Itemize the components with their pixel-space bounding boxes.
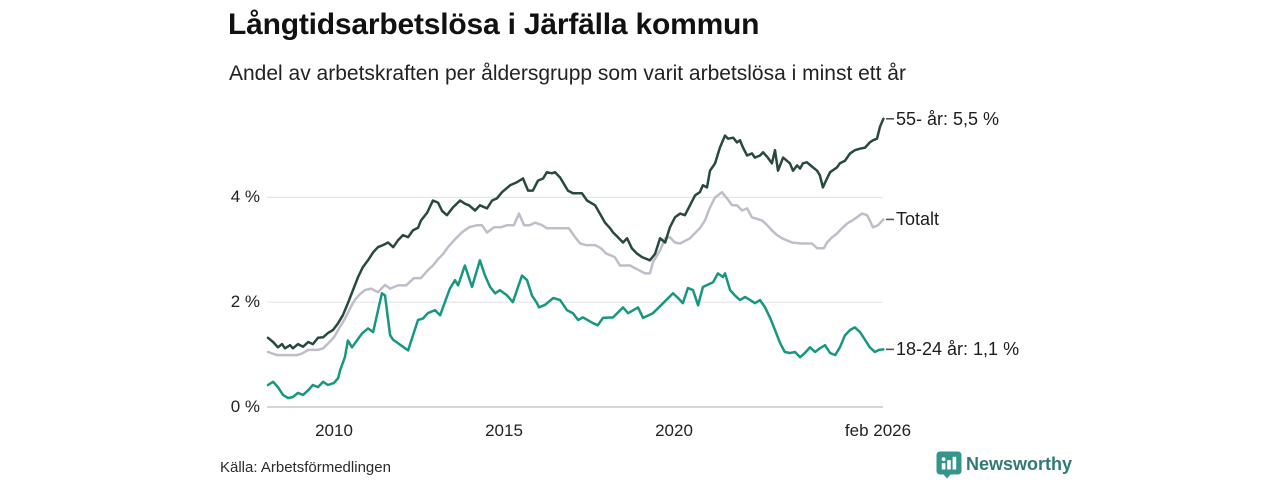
series-line-0-Totalt [266, 190, 885, 357]
y-axis-tick-label: 0 % [230, 397, 260, 416]
series-label-0-Totalt: Totalt [896, 209, 940, 230]
x-axis-tick-label: feb 2026 [844, 421, 912, 440]
series-label-1-55r: 55- år: 5,5 % [896, 108, 1000, 129]
series-line-1-55r [266, 117, 885, 350]
y-axis-tick-label: 4 % [230, 187, 260, 207]
newsworthy-wordmark: Newsworthy [966, 454, 1073, 474]
series-label-2-1824r: 18-24 år: 1,1 % [896, 339, 1020, 360]
source-caption: Källa: Arbetsförmedlingen [220, 459, 391, 476]
chart-title: Långtidsarbetslösa i Järfälla kommun [228, 8, 760, 41]
series-lines [266, 117, 885, 400]
series-end-ticks [886, 118, 894, 351]
bar-chart-speech-bubble-icon [936, 451, 962, 479]
x-axis-tick-label: 2010 [315, 421, 353, 440]
gridlines [267, 196, 883, 408]
y-axis-tick-label: 2 % [230, 292, 260, 312]
chart-subtitle: Andel av arbetskraften per åldersgrupp s… [229, 62, 906, 85]
x-axis-tick-label: 2015 [485, 421, 523, 440]
x-axis-tick-label: 2020 [655, 421, 693, 440]
series-line-2-1824r [266, 259, 885, 400]
